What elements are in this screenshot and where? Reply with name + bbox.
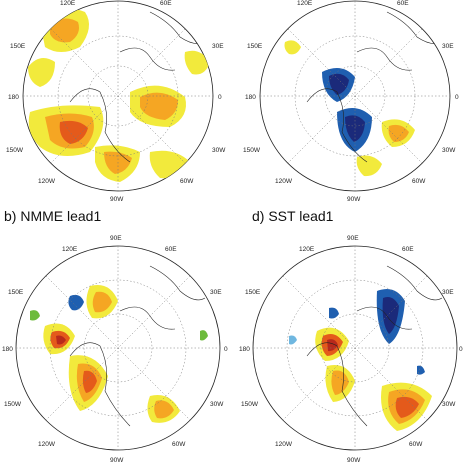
graticule bbox=[23, 1, 213, 191]
polar-map-b: 120E 90E 60E 150E 30E 180 0 150W 30W 120… bbox=[2, 235, 228, 464]
lon-label: 90E bbox=[347, 235, 359, 242]
anomaly-blob bbox=[356, 155, 382, 177]
lon-label: 150E bbox=[8, 289, 24, 296]
lon-label: 60E bbox=[397, 0, 409, 7]
lon-label: 150W bbox=[243, 147, 261, 154]
lon-label: 60E bbox=[402, 246, 414, 253]
lon-label: 90E bbox=[110, 235, 122, 242]
lon-label: 60E bbox=[165, 246, 177, 253]
anomaly-blob bbox=[56, 335, 66, 345]
lon-label: 90W bbox=[110, 196, 124, 203]
lon-label: 120E bbox=[62, 246, 78, 253]
lon-label: 150E bbox=[247, 43, 263, 50]
lon-label: 30W bbox=[212, 147, 226, 154]
lon-label: 180 bbox=[8, 94, 19, 101]
anomaly-blob bbox=[30, 310, 40, 321]
lon-label: 120W bbox=[38, 178, 56, 185]
longitude-labels: 120E 90E 60E 150E 30E 180 0 150W 30W 120… bbox=[239, 235, 463, 464]
polar-map-c: 120E 60E 150E 30E 180 0 150W 30W 120W 60… bbox=[243, 0, 459, 203]
anomaly-blob bbox=[92, 291, 112, 313]
graticule bbox=[16, 246, 220, 450]
longitude-labels: 120E 90E 60E 150E 30E 180 0 150W 30W 120… bbox=[2, 235, 228, 464]
anomaly-blob bbox=[82, 370, 97, 393]
lon-label: 120E bbox=[60, 0, 76, 7]
map-panel-b: 120E 90E 60E 150E 30E 180 0 150W 30W 120… bbox=[0, 226, 237, 474]
lon-label: 30E bbox=[210, 289, 222, 296]
anomaly-blob bbox=[200, 330, 208, 341]
anomaly-blob bbox=[140, 92, 178, 120]
panel-title-d: d) SST lead1 bbox=[252, 208, 334, 224]
lon-label: 30E bbox=[442, 289, 454, 296]
lon-label: 60W bbox=[412, 178, 426, 185]
lon-label: 60E bbox=[160, 0, 172, 7]
anomaly-blob bbox=[59, 120, 88, 144]
lon-label: 150W bbox=[4, 401, 22, 408]
lon-label: 90W bbox=[347, 457, 361, 464]
anomaly-blob bbox=[345, 115, 365, 142]
lon-label: 60W bbox=[180, 178, 194, 185]
lon-label: 90W bbox=[110, 457, 124, 464]
anomaly-blob bbox=[184, 50, 210, 75]
map-panel-d: 120E 90E 60E 150E 30E 180 0 150W 30W 120… bbox=[237, 226, 474, 474]
lon-label: 180 bbox=[2, 346, 13, 353]
lon-label: 0 bbox=[455, 94, 459, 101]
lon-label: 150W bbox=[241, 401, 259, 408]
lon-label: 30E bbox=[212, 43, 224, 50]
anomaly-blob bbox=[329, 307, 339, 319]
lon-label: 0 bbox=[218, 94, 222, 101]
longitude-labels: 120E 60E 150E 30E 180 0 150W 30W 120W 60… bbox=[6, 0, 226, 203]
lon-label: 60W bbox=[409, 441, 423, 448]
anomaly-blob bbox=[329, 73, 349, 95]
anomaly-blob bbox=[289, 335, 297, 345]
graticule bbox=[253, 246, 457, 450]
anomaly-blob bbox=[327, 339, 338, 352]
anomaly-blob bbox=[28, 58, 55, 87]
anomaly-blob bbox=[388, 124, 409, 142]
polar-map-d: 120E 90E 60E 150E 30E 180 0 150W 30W 120… bbox=[239, 235, 463, 464]
lon-label: 0 bbox=[224, 346, 228, 353]
lon-label: 30W bbox=[210, 401, 224, 408]
lon-label: 150W bbox=[6, 147, 24, 154]
panel-title-b: b) NMME lead1 bbox=[4, 208, 102, 224]
lon-label: 120W bbox=[275, 441, 293, 448]
lon-label: 30E bbox=[442, 43, 454, 50]
longitude-labels: 120E 60E 150E 30E 180 0 150W 30W 120W 60… bbox=[243, 0, 459, 203]
anomaly-blob bbox=[68, 294, 84, 311]
lon-label: 120W bbox=[38, 441, 56, 448]
anomaly-blob bbox=[50, 18, 79, 43]
graticule bbox=[260, 1, 450, 191]
lon-label: 180 bbox=[245, 94, 256, 101]
anomaly-blob bbox=[154, 400, 174, 419]
lon-label: 60W bbox=[172, 441, 186, 448]
anomaly-blob bbox=[417, 365, 425, 375]
lon-label: 30W bbox=[442, 401, 456, 408]
lon-label: 30W bbox=[442, 147, 456, 154]
anomaly-blob bbox=[284, 40, 301, 55]
anomaly-blob bbox=[331, 370, 349, 395]
map-panel-a: 120E 60E 150E 30E 180 0 150W 30W 120W 60… bbox=[0, 0, 237, 203]
lon-label: 120E bbox=[299, 246, 315, 253]
lon-label: 90W bbox=[347, 196, 361, 203]
lon-label: 150E bbox=[10, 43, 26, 50]
lon-label: 0 bbox=[459, 346, 463, 353]
lon-label: 120E bbox=[297, 0, 313, 7]
anomaly-blob bbox=[395, 396, 419, 418]
polar-map-a: 120E 60E 150E 30E 180 0 150W 30W 120W 60… bbox=[6, 0, 226, 203]
lon-label: 180 bbox=[239, 346, 250, 353]
map-panel-c: 120E 60E 150E 30E 180 0 150W 30W 120W 60… bbox=[237, 0, 474, 203]
lon-label: 120W bbox=[275, 178, 293, 185]
lon-label: 150E bbox=[245, 289, 261, 296]
